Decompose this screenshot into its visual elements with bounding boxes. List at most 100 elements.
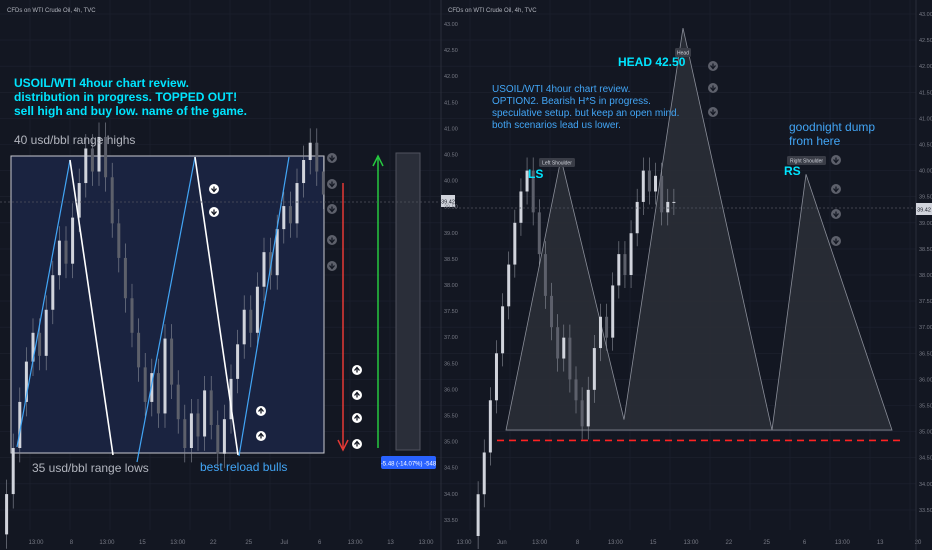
left-candle	[275, 229, 279, 276]
left-candle	[90, 148, 94, 172]
mid-price-tick-label: 38.00	[444, 283, 458, 289]
mid-price-tick-label: 35.00	[444, 440, 458, 446]
mid-price-tick-label: 33.50	[444, 518, 458, 524]
right-candle	[513, 222, 517, 265]
right-candle	[525, 170, 529, 192]
price-tick-label: 38.50	[919, 247, 932, 253]
left-shoulder-tag-box	[539, 158, 575, 167]
left-candle	[196, 413, 200, 437]
mid-price-tick-label: 38.50	[444, 257, 458, 263]
right-chart-panel: Left Shoulder Head Right Shoulder CFDs o…	[448, 8, 922, 550]
left-candle	[249, 309, 253, 333]
left-chart-panel: -5.48 (-14.07%) -548 CFDs on WTI Crude O…	[0, 8, 440, 549]
x-tick-label: 13	[877, 540, 884, 546]
left-candle	[24, 361, 28, 402]
right-candle	[654, 175, 658, 192]
left-title-line-3: sell high and buy low. name of the game.	[14, 104, 247, 118]
price-tick-label: 35.50	[919, 404, 932, 410]
x-tick-label: 6	[318, 540, 322, 546]
x-tick-label: 20	[915, 540, 922, 546]
price-tick-label: 41.50	[919, 90, 932, 96]
price-tick-label: 37.50	[919, 299, 932, 305]
left-candle	[216, 424, 220, 454]
x-tick-label: 13:00	[348, 540, 364, 546]
price-tick-label: 42.00	[919, 64, 932, 70]
left-candle	[130, 298, 134, 333]
rs-label: RS	[784, 164, 801, 178]
right-candle	[556, 327, 560, 359]
measure-box	[395, 152, 421, 451]
x-tick-label: 13	[387, 540, 394, 546]
left-candle	[229, 378, 233, 420]
left-candle	[176, 384, 180, 420]
measure-label-box	[381, 456, 436, 469]
price-tick-label: 37.00	[919, 325, 932, 331]
mid-price-tick-label: 35.50	[444, 414, 458, 420]
right-candle	[605, 316, 609, 338]
left-candle	[222, 419, 226, 454]
mid-price-tick-label: 36.50	[444, 361, 458, 367]
left-candle	[5, 494, 9, 535]
right-price-value: 39.42	[917, 208, 931, 214]
right-candle	[672, 201, 676, 203]
left-candle	[44, 309, 48, 356]
x-tick-label: 6	[803, 540, 807, 546]
right-candle	[543, 254, 547, 296]
left-candle	[156, 373, 160, 414]
left-shoulder-tag-text: Left Shoulder	[542, 161, 572, 167]
right-candle	[629, 233, 633, 275]
blue-trend-line	[136, 156, 196, 463]
x-tick-label: 8	[70, 540, 74, 546]
price-tick-label: 34.50	[919, 456, 932, 462]
left-x-axis: 13:00 8 13:00 15 13:00 22 25 Jul 6 13:00 13 13:00	[28, 540, 434, 546]
right-candle	[586, 389, 590, 427]
left-candle	[57, 240, 61, 276]
blue-trend-line	[238, 156, 290, 457]
x-tick-label: 13:00	[456, 540, 472, 546]
mid-price-tick-label: 39.00	[444, 231, 458, 237]
mid-price-tick-label: 34.00	[444, 492, 458, 498]
left-symbol-label: CFDs on WTI Crude Oil, 4h, TVC	[7, 8, 96, 14]
x-tick-label: 15	[650, 540, 657, 546]
head-tag: Head	[675, 48, 691, 57]
left-candle	[255, 286, 259, 333]
right-title-line-2: OPTION2. Bearish H*S in progress.	[492, 96, 651, 107]
dump-label-line-2: from here	[789, 134, 841, 148]
right-candle	[574, 379, 578, 401]
right-candle	[550, 295, 554, 328]
x-tick-label: 13:00	[683, 540, 699, 546]
right-price-tag	[916, 203, 932, 215]
left-candle	[77, 183, 81, 218]
right-candle	[617, 254, 621, 286]
right-candle	[647, 170, 651, 192]
price-tick-label: 36.50	[919, 351, 932, 357]
range-low-label: 35 usd/bbl range lows	[32, 461, 149, 475]
left-candle	[189, 413, 193, 448]
price-tick-label: 36.00	[919, 377, 932, 383]
mid-price-tick-label: 37.00	[444, 335, 458, 341]
mid-price-tick-label: 42.50	[444, 48, 458, 54]
right-candle	[666, 201, 670, 213]
right-candle	[592, 348, 596, 390]
left-candle	[123, 257, 127, 299]
left-candle	[183, 419, 187, 448]
x-tick-label: 13:00	[28, 540, 44, 546]
right-circle-arrows	[708, 61, 841, 246]
right-title-line-1: USOIL/WTI 4hour chart review.	[492, 84, 630, 95]
right-candle	[562, 337, 566, 359]
left-candle	[104, 136, 108, 178]
right-candle	[537, 212, 541, 255]
price-tick-label: 35.00	[919, 430, 932, 436]
left-candle	[236, 344, 240, 379]
left-candle	[170, 338, 174, 385]
right-title-line-4: both scenarios lead us lower.	[492, 120, 621, 131]
x-tick-label: Jun	[497, 540, 507, 546]
x-tick-label: Jul	[280, 540, 288, 546]
price-axis: 43.00 43.00 42.50 42.50 42.00 42.00 41.50 41.50…	[444, 12, 932, 524]
mid-price-value: 39.42	[441, 200, 455, 206]
x-tick-label: 13:00	[99, 540, 115, 546]
right-shoulder-tag: Right Shoulder	[787, 156, 826, 165]
mid-price-tick-label: 40.50	[444, 153, 458, 159]
price-tick-label: 41.00	[919, 116, 932, 122]
